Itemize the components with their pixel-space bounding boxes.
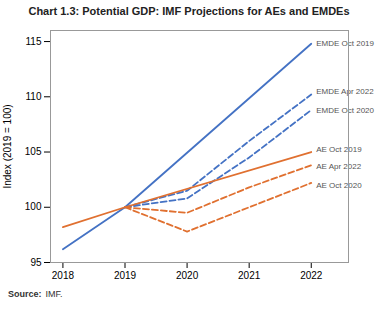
svg-text:110: 110 [26, 91, 42, 102]
svg-text:2018: 2018 [52, 270, 75, 281]
svg-text:2021: 2021 [238, 270, 261, 281]
svg-text:105: 105 [25, 146, 42, 157]
svg-text:AE Oct 2020: AE Oct 2020 [316, 181, 362, 190]
html-text:Source: IMF.: Source: IMF. [8, 289, 63, 299]
svg-text:2019: 2019 [114, 270, 137, 281]
svg-text:EMDE Oct 2020: EMDE Oct 2020 [316, 106, 374, 115]
svg-text:100: 100 [25, 201, 42, 212]
svg-text:AE Apr 2022: AE Apr 2022 [316, 162, 361, 171]
svg-text:2020: 2020 [176, 270, 199, 281]
svg-text:EMDE Oct 2019: EMDE Oct 2019 [316, 39, 374, 48]
svg-text:95: 95 [30, 257, 42, 268]
svg-text:EMDE Apr 2022: EMDE Apr 2022 [316, 87, 374, 96]
html-text:Chart 1.3: Potential GDP: IMF: Chart 1.3: Potential GDP: IMF Projection… [28, 5, 350, 17]
svg-text:2022: 2022 [300, 270, 323, 281]
svg-text:AE Oct 2019: AE Oct 2019 [316, 145, 362, 154]
svg-text:Index (2019 = 100): Index (2019 = 100) [2, 104, 13, 188]
svg-text:115: 115 [26, 36, 42, 47]
